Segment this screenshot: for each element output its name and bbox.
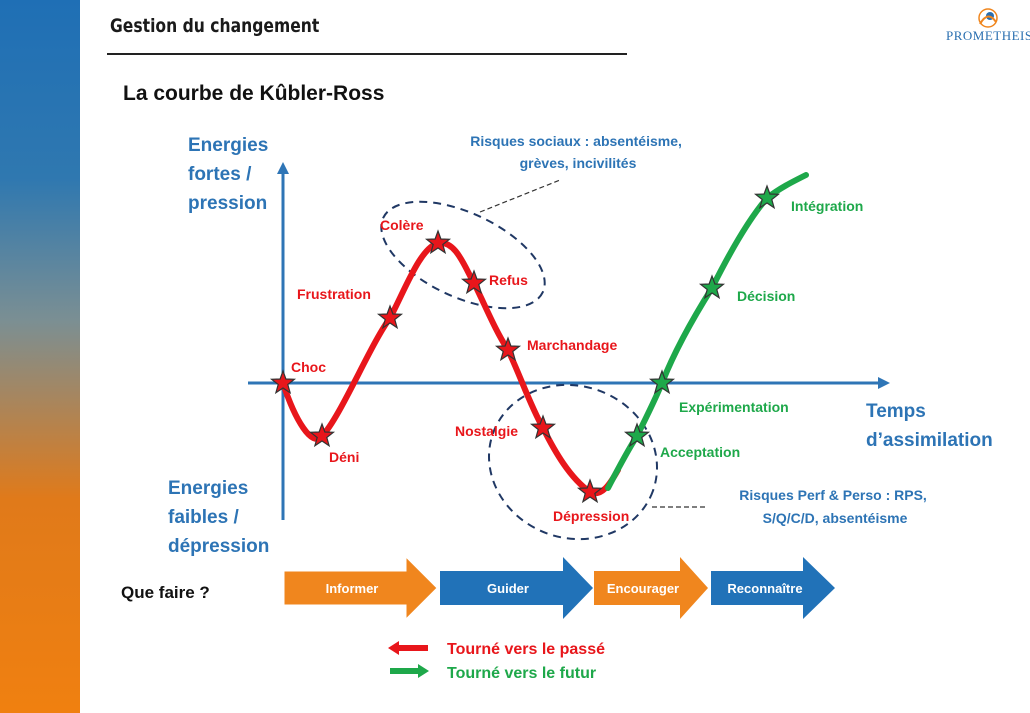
legend-past-arrow-icon (388, 641, 428, 655)
header-divider (107, 53, 627, 55)
action-arrow-guider: Guider (440, 557, 593, 619)
action-guider-label: Guider (487, 581, 529, 596)
slide-title: La courbe de Kûbler-Ross (123, 82, 385, 105)
social-risk-ellipse (380, 200, 546, 310)
legend-future-label: Tourné vers le futur (447, 665, 596, 682)
legend-past: Tourné vers le passé (388, 641, 605, 658)
star-icon-refus (460, 269, 488, 295)
actions-label: Que faire ? (121, 583, 210, 602)
star-icon-nostalgie (529, 414, 557, 440)
stage-marchandage: Marchandage (527, 337, 617, 353)
stage-colere: Colère (380, 217, 424, 233)
stage-frustration: Frustration (297, 286, 371, 302)
star-icon-experimentation (648, 369, 676, 395)
stage-refus: Refus (489, 272, 528, 288)
star-icon-choc (269, 369, 297, 395)
y-axis-top-label: Energies fortes / pression (188, 135, 274, 214)
star-icon-deni (308, 422, 336, 448)
social-risk-label: Risques sociaux : absentéisme, grèves, i… (470, 133, 686, 171)
star-icon-integration (753, 184, 781, 210)
legend-future-arrow-icon (390, 664, 429, 678)
x-axis-label: Temps d’assimilation (866, 401, 993, 451)
perf-risk-ellipse (488, 383, 658, 541)
stage-nostalgie: Nostalgie (455, 423, 518, 439)
star-icon-marchandage (494, 336, 522, 362)
stage-deni: Déni (329, 449, 359, 465)
sidebar-gradient (0, 0, 80, 713)
stage-experimentation: Expérimentation (679, 399, 789, 415)
star-icon-colere (424, 229, 452, 255)
y-axis-bottom-label: Energies faibles / dépression (168, 478, 269, 557)
legend-future: Tourné vers le futur (390, 664, 596, 682)
stage-depression: Dépression (553, 508, 629, 524)
star-icon-acceptation (623, 422, 651, 448)
action-encourager-label: Encourager (607, 581, 679, 596)
action-arrow-encourager: Encourager (594, 557, 708, 619)
stage-acceptation: Acceptation (660, 444, 740, 460)
perf-risk-label: Risques Perf & Perso : RPS, S/Q/C/D, abs… (739, 487, 930, 526)
stage-choc: Choc (291, 359, 326, 375)
action-informer-label: Informer (326, 581, 379, 596)
star-icon-decision (698, 274, 726, 300)
legend-past-label: Tourné vers le passé (447, 641, 605, 658)
star-icon-depression (576, 478, 604, 504)
header-title: Gestion du changement (110, 15, 320, 37)
logo-text: PROMETHEIS (946, 28, 1030, 43)
action-arrow-informer: Informer (283, 555, 438, 621)
stage-decision: Décision (737, 288, 795, 304)
logo-icon (978, 8, 998, 28)
star-icon-frustration (376, 304, 404, 330)
action-reconnaitre-label: Reconnaître (727, 581, 802, 596)
social-risk-leader (479, 179, 561, 213)
action-arrow-reconnaitre: Reconnaître (711, 557, 835, 619)
stage-integration: Intégration (791, 198, 863, 214)
